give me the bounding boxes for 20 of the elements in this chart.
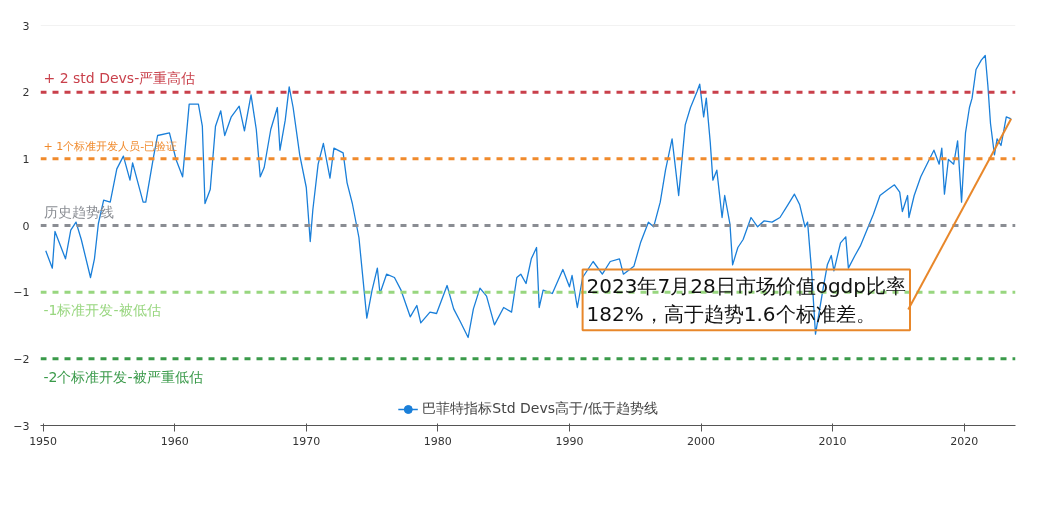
x-tick-label: 1980: [423, 434, 452, 448]
x-tick-label: 1950: [29, 434, 58, 448]
y-tick-label: 3: [22, 19, 30, 33]
x-tick-label: 2010: [818, 434, 847, 448]
legend-label: 巴菲特指标Std Devs高于/低于趋势线: [422, 400, 658, 418]
y-tick-label: 0: [22, 219, 30, 233]
line-series: [45, 54, 1012, 339]
ref-line-label: -2个标准开发-被严重低估: [43, 368, 203, 385]
x-tick-label: 2020: [950, 434, 979, 448]
y-tick-label: −2: [13, 352, 30, 366]
y-tick-label: 1: [22, 152, 30, 166]
x-tick-label: 2000: [687, 434, 716, 448]
x-tick-label: 1990: [555, 434, 584, 448]
y-tick-label: −3: [13, 419, 30, 433]
y-tick-label: −1: [13, 286, 30, 300]
ref-line-label: -1标准开发-被低估: [43, 302, 161, 319]
x-tick-label: 1960: [160, 434, 189, 448]
ref-line-label: + 2 std Devs-严重高估: [43, 70, 196, 87]
y-tick-label: 2: [22, 86, 30, 100]
x-tick-label: 1970: [292, 434, 321, 448]
